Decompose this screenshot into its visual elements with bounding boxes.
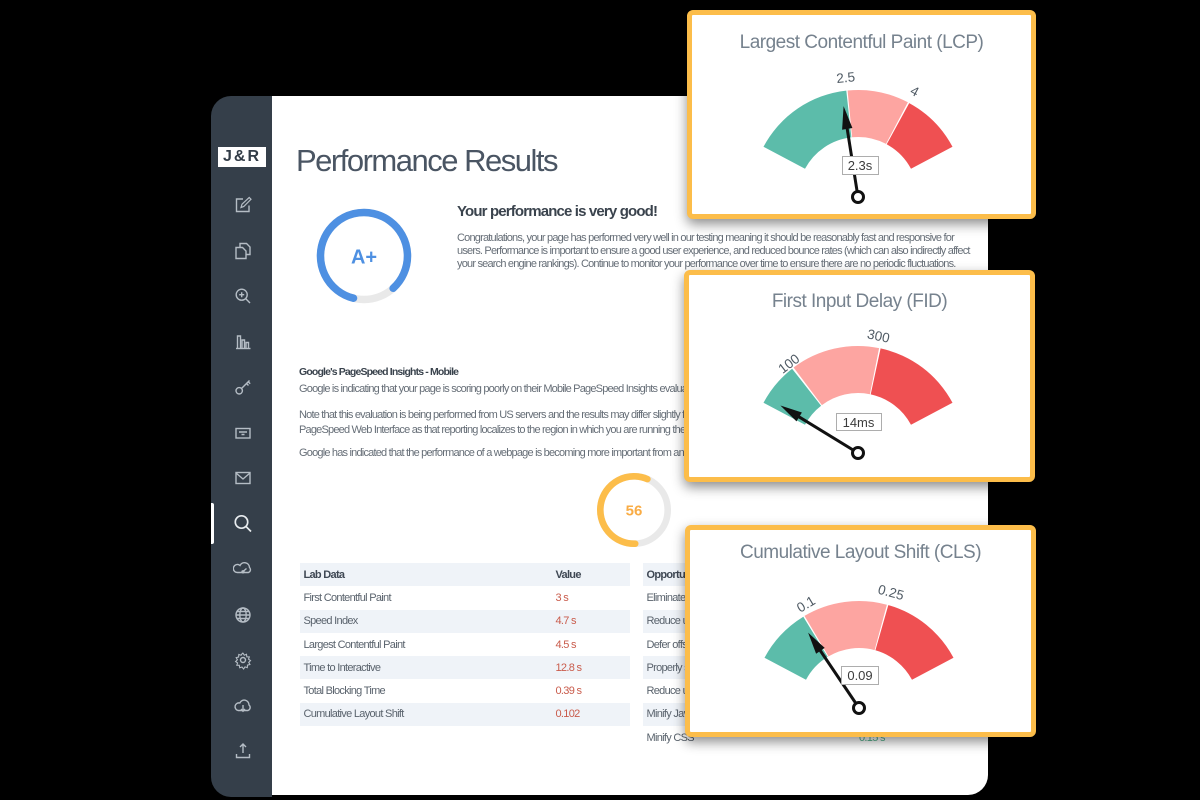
svg-text:0.25: 0.25 bbox=[876, 582, 905, 603]
svg-text:56: 56 bbox=[626, 502, 643, 519]
svg-text:300: 300 bbox=[866, 326, 891, 345]
svg-text:2.5: 2.5 bbox=[836, 69, 856, 86]
svg-text:A+: A+ bbox=[351, 246, 377, 268]
svg-text:4: 4 bbox=[908, 83, 922, 100]
